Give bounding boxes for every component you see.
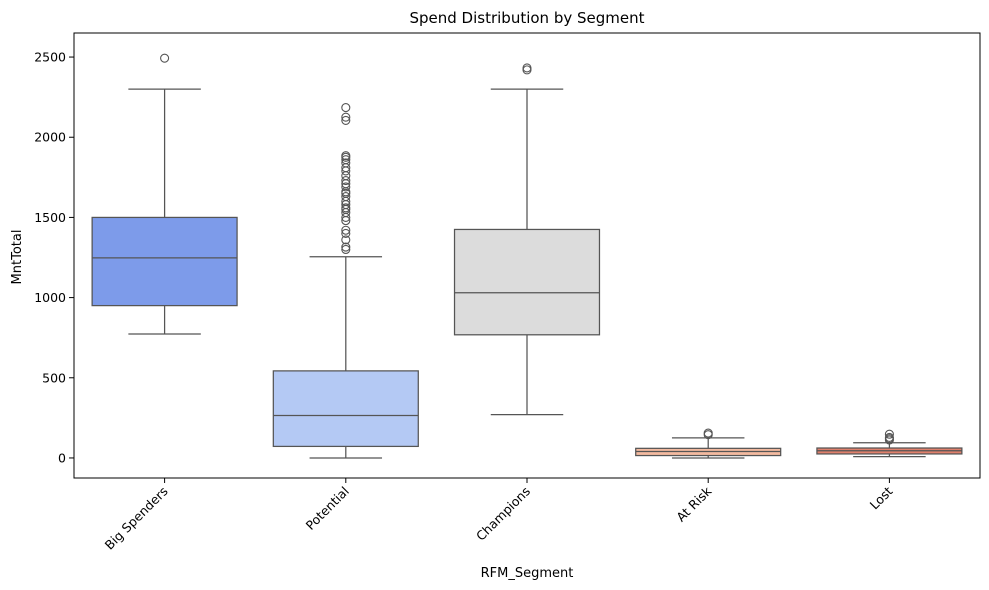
y-axis-title: MntTotal bbox=[10, 230, 25, 285]
x-tick-label: Potential bbox=[303, 484, 352, 533]
x-tick-label: Champions bbox=[473, 484, 533, 544]
outlier-point bbox=[341, 203, 351, 213]
y-tick-label: 2000 bbox=[34, 130, 66, 145]
outlier-point bbox=[341, 242, 351, 252]
y-tick-label: 2500 bbox=[34, 50, 66, 65]
box-iqr bbox=[91, 216, 238, 307]
outlier-point bbox=[341, 103, 351, 113]
outlier-point bbox=[884, 432, 894, 442]
x-tick-label: Lost bbox=[867, 483, 896, 512]
box-iqr bbox=[453, 228, 601, 336]
outlier-point bbox=[341, 235, 351, 245]
outlier-point bbox=[341, 158, 351, 168]
plot-area: 0 500 1000 1500 2000 2500 Big Spenders Potentia… bbox=[34, 32, 981, 553]
outlier-point bbox=[341, 175, 351, 186]
chart-title: Spend Distribution by Segment bbox=[409, 9, 644, 27]
outlier-point bbox=[341, 151, 351, 161]
outlier-point bbox=[522, 63, 532, 73]
outlier-point bbox=[341, 225, 351, 235]
y-tick-label: 1000 bbox=[34, 290, 66, 305]
outlier-point bbox=[884, 429, 894, 439]
outlier-point bbox=[341, 182, 351, 192]
outlier-point bbox=[341, 112, 351, 122]
x-tick-label: Big Spenders bbox=[102, 484, 171, 553]
outlier-point bbox=[522, 65, 532, 75]
y-tick-label: 500 bbox=[42, 370, 66, 385]
box-iqr bbox=[272, 370, 419, 448]
outlier-point bbox=[341, 115, 351, 125]
x-axis-title: RFM_Segment bbox=[481, 566, 574, 581]
outlier-point bbox=[341, 155, 351, 165]
outlier-point bbox=[703, 428, 713, 438]
outlier-point bbox=[160, 53, 170, 63]
outlier-point bbox=[341, 192, 351, 202]
outlier-point bbox=[341, 228, 351, 239]
y-tick-label: 0 bbox=[58, 450, 66, 465]
x-tick-label: At Risk bbox=[673, 483, 715, 525]
plot-frame bbox=[73, 32, 981, 479]
outlier-point bbox=[341, 171, 351, 181]
outlier-point bbox=[341, 244, 351, 255]
y-tick-label: 1500 bbox=[34, 210, 66, 225]
